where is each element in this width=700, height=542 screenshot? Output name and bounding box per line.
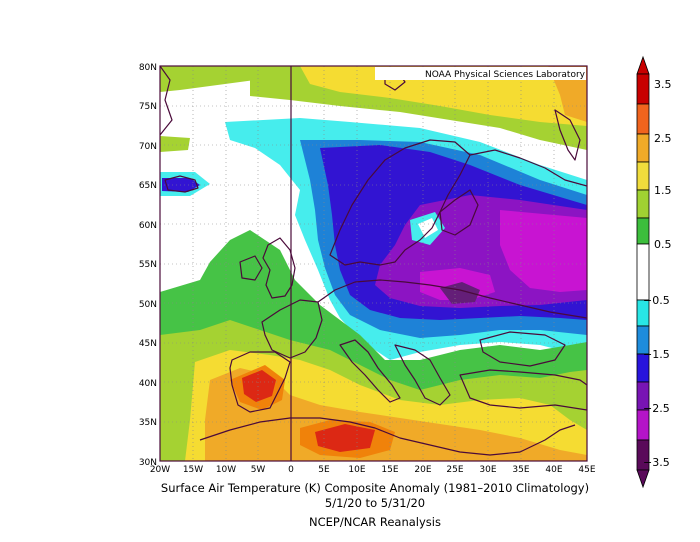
- lat-label: 35N: [139, 418, 157, 428]
- colorbar: 3.5 2.5 1.5 0.5 −0.5 −1.5 −2.5 −3.5: [636, 55, 672, 489]
- lat-label: 65N: [139, 181, 157, 191]
- lat-label: 70N: [139, 142, 157, 152]
- colorbar-segment: [636, 103, 650, 135]
- credit-box: [375, 67, 586, 80]
- lon-label: 35E: [512, 465, 529, 475]
- colorbar-label: −2.5: [643, 402, 670, 415]
- lon-label: 5W: [251, 465, 266, 475]
- lat-label: 50N: [139, 300, 157, 310]
- anomaly-region-yellow-north: [300, 66, 587, 126]
- caption-source: NCEP/NCAR Reanalysis: [309, 515, 441, 529]
- anomaly-region-red-iberia: [242, 370, 276, 402]
- lon-label: 0: [288, 465, 294, 475]
- colorbar-segment: [636, 243, 650, 301]
- lon-label: 25E: [446, 465, 463, 475]
- lon-label: 20W: [150, 465, 170, 475]
- colorbar-segment: [636, 133, 650, 163]
- lon-label: 30E: [479, 465, 496, 475]
- colorbar-label: 2.5: [654, 132, 672, 145]
- anomaly-region-red-africa: [315, 424, 375, 452]
- colorbar-label: −0.5: [643, 294, 670, 307]
- colorbar-segment: [636, 73, 650, 105]
- colorbar-segment: [636, 161, 650, 191]
- anomaly-region-green-nw: [160, 136, 190, 152]
- lat-labels: 80N 75N 70N 65N 60N 55N 50N 45N 40N 35N …: [139, 63, 157, 468]
- lat-label: 75N: [139, 102, 157, 112]
- coastlines: [160, 66, 587, 456]
- caption-dates: 5/1/20 to 5/31/20: [324, 496, 426, 510]
- lat-label: 60N: [139, 221, 157, 231]
- lon-label: 15E: [381, 465, 398, 475]
- lat-label: 30N: [139, 458, 157, 468]
- lon-labels: 20W 15W 10W 5W 0 5E 10E 15E 20E 25E 30E …: [150, 465, 596, 475]
- credit-label: NOAA Physical Sciences Laboratory: [425, 70, 586, 80]
- lon-label: 20E: [414, 465, 431, 475]
- colorbar-segment: [636, 189, 650, 219]
- lon-label: 10E: [348, 465, 365, 475]
- anomaly-region-magenta: [500, 210, 587, 292]
- lon-label: 15W: [183, 465, 203, 475]
- colorbar-label: 0.5: [654, 238, 672, 251]
- lon-label: 10W: [216, 465, 236, 475]
- caption-title: Surface Air Temperature (K) Composite An…: [160, 481, 590, 495]
- anomaly-region-darkpurple: [440, 282, 480, 304]
- anomaly-region-green-north-left: [160, 66, 260, 92]
- lat-label: 45N: [139, 339, 157, 349]
- colorbar-label: 3.5: [654, 78, 672, 91]
- map-frame: [159, 65, 588, 462]
- colorbar-bottom-arrow: [636, 469, 650, 489]
- lon-label: 45E: [578, 465, 595, 475]
- lat-label: 55N: [139, 260, 157, 270]
- lon-label: 40E: [545, 465, 562, 475]
- colorbar-segment: [636, 217, 650, 245]
- colorbar-top-arrow: [636, 55, 650, 75]
- colorbar-label: −1.5: [643, 348, 670, 361]
- lon-label: 5E: [318, 465, 330, 475]
- lat-label: 40N: [139, 379, 157, 389]
- lat-label: 80N: [139, 63, 157, 73]
- colorbar-label: −3.5: [643, 456, 670, 469]
- colorbar-label: 1.5: [654, 184, 672, 197]
